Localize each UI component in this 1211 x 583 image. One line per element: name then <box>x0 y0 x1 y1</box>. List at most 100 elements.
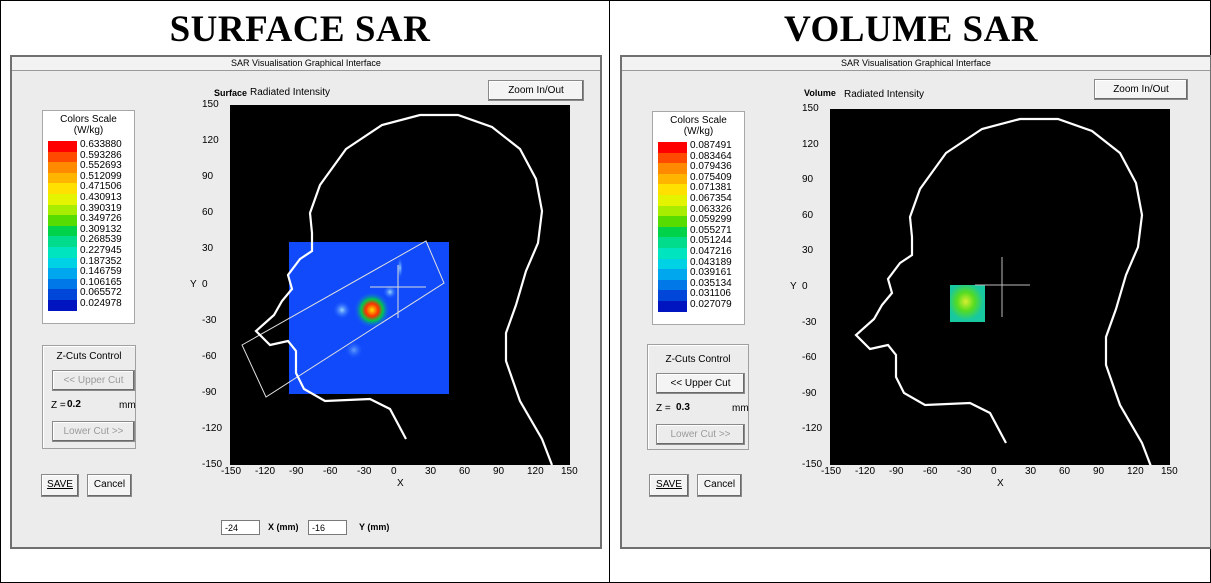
save-label: SAVE <box>47 479 73 490</box>
scale-swatch <box>48 236 77 248</box>
surface-sar-window: SAR Visualisation Graphical Interface Zo… <box>10 55 602 549</box>
scale-value: 0.039161 <box>690 267 732 279</box>
y-tick-label: 120 <box>202 135 219 146</box>
x-tick-label: 60 <box>459 466 471 477</box>
scale-swatch <box>658 258 687 270</box>
scale-swatch <box>48 162 77 174</box>
scale-swatch <box>48 225 77 237</box>
save-button[interactable]: SAVE <box>649 474 689 497</box>
y-tick-label: 60 <box>802 209 814 221</box>
scale-value: 0.633880 <box>80 139 122 150</box>
x-mm-field[interactable]: -24 <box>221 520 260 535</box>
y-tick-label: -120 <box>202 423 223 434</box>
z-cuts-title: Z-Cuts Control <box>665 354 731 365</box>
head-outline <box>854 117 1154 470</box>
x-axis-label: X <box>997 478 1004 489</box>
scale-swatch <box>48 300 77 312</box>
x-mm-label: X (mm) <box>268 522 299 532</box>
scale-swatch <box>48 268 77 280</box>
y-tick-label: -60 <box>202 351 217 362</box>
window-title: SAR Visualisation Graphical Interface <box>622 57 1210 71</box>
radiated-intensity-label: Radiated Intensity <box>250 87 331 98</box>
z-cuts-panel: Z-Cuts Control << Upper Cut Z = 0.3 mm L… <box>647 344 749 450</box>
scale-swatch <box>48 247 77 259</box>
y-tick-label: -30 <box>802 316 817 328</box>
x-tick-label: 120 <box>1127 466 1144 477</box>
scale-swatch <box>658 248 687 260</box>
y-tick-label: 150 <box>202 99 219 110</box>
scale-swatch <box>658 184 687 196</box>
save-button[interactable]: SAVE <box>41 474 79 497</box>
y-tick-label: -120 <box>802 423 823 435</box>
x-tick-label: -60 <box>923 466 938 477</box>
x-tick-label: 150 <box>1161 466 1178 477</box>
y-tick-label: -60 <box>802 352 817 364</box>
x-tick-label: -120 <box>855 466 876 477</box>
scale-value: 0.106165 <box>80 276 122 288</box>
upper-cut-button[interactable]: << Upper Cut <box>52 370 135 391</box>
radiated-intensity-label: Radiated Intensity <box>844 89 925 100</box>
z-prefix-label: Z = <box>656 403 671 414</box>
scale-swatch <box>658 142 687 154</box>
scale-value: 0.067354 <box>690 193 732 204</box>
scale-value: 0.055271 <box>690 224 732 236</box>
sar-plot-canvas[interactable] <box>230 105 570 466</box>
lower-cut-button[interactable]: Lower Cut >> <box>656 424 745 445</box>
scale-swatch <box>48 172 77 184</box>
scale-value: 0.047216 <box>690 246 732 257</box>
x-tick-label: 90 <box>493 466 505 477</box>
scale-swatch <box>48 278 77 290</box>
zoom-button[interactable]: Zoom In/Out <box>488 80 584 101</box>
z-cuts-title: Z-Cuts Control <box>56 351 122 362</box>
colors-scale-title: Colors Scale (W/kg) <box>60 114 117 136</box>
z-unit-label: mm <box>119 400 136 411</box>
scale-swatch <box>658 269 687 281</box>
sar-plot-canvas[interactable] <box>830 109 1170 470</box>
scale-value: 0.309132 <box>80 223 122 235</box>
upper-cut-button[interactable]: << Upper Cut <box>656 373 745 394</box>
cancel-button[interactable]: Cancel <box>87 474 132 497</box>
scale-swatch <box>48 183 77 195</box>
scale-value: 0.268539 <box>80 234 122 246</box>
scale-value: 0.075409 <box>690 171 732 183</box>
phone-outline <box>241 240 445 398</box>
x-tick-label: -150 <box>821 466 842 477</box>
y-tick-label: -150 <box>802 459 823 470</box>
lower-cut-button[interactable]: Lower Cut >> <box>52 421 135 442</box>
volume-sar-heading: VOLUME SAR <box>783 9 1039 50</box>
cancel-button[interactable]: Cancel <box>697 474 742 497</box>
scale-value: 0.059299 <box>690 214 732 226</box>
z-value: 0.3 <box>676 402 690 413</box>
x-tick-label: -30 <box>957 466 972 477</box>
x-tick-label: 90 <box>1093 466 1105 477</box>
scale-swatch <box>48 289 77 301</box>
scale-value: 0.027079 <box>690 299 732 310</box>
scale-swatch <box>658 152 687 164</box>
scale-swatch <box>48 215 77 227</box>
scale-value: 0.024978 <box>80 298 122 309</box>
colors-scale-panel: Colors Scale (W/kg) 0.633880 0.593286 0.55… <box>42 110 135 324</box>
y-tick-label: 0 <box>802 281 808 292</box>
scale-swatch <box>658 290 687 302</box>
sar-glow-spot <box>345 341 363 359</box>
z-cuts-panel: Z-Cuts Control << Upper Cut Z = 0.2 mm L… <box>42 345 136 449</box>
x-axis-label: X <box>397 478 404 489</box>
scale-swatch <box>658 195 687 207</box>
plot-mode-label: Volume <box>804 88 836 98</box>
y-mm-field[interactable]: -16 <box>308 520 347 535</box>
sar-glow-spot <box>383 285 397 299</box>
y-tick-label: 60 <box>202 207 214 218</box>
y-tick-label: -90 <box>802 387 817 399</box>
scale-swatch <box>48 204 77 216</box>
y-axis-label: Y <box>790 281 797 292</box>
x-tick-label: -90 <box>289 466 304 477</box>
x-tick-label: 150 <box>561 466 578 477</box>
scale-value: 0.146759 <box>80 266 122 278</box>
z-prefix-label: Z = <box>51 400 66 411</box>
scale-value: 0.349726 <box>80 213 122 225</box>
scale-value: 0.552693 <box>80 160 122 172</box>
x-tick-label: -90 <box>889 466 904 477</box>
colors-scale-panel: Colors Scale (W/kg) 0.087491 0.083464 0.07… <box>652 111 745 325</box>
zoom-button[interactable]: Zoom In/Out <box>1094 79 1188 100</box>
save-label: SAVE <box>656 479 682 490</box>
